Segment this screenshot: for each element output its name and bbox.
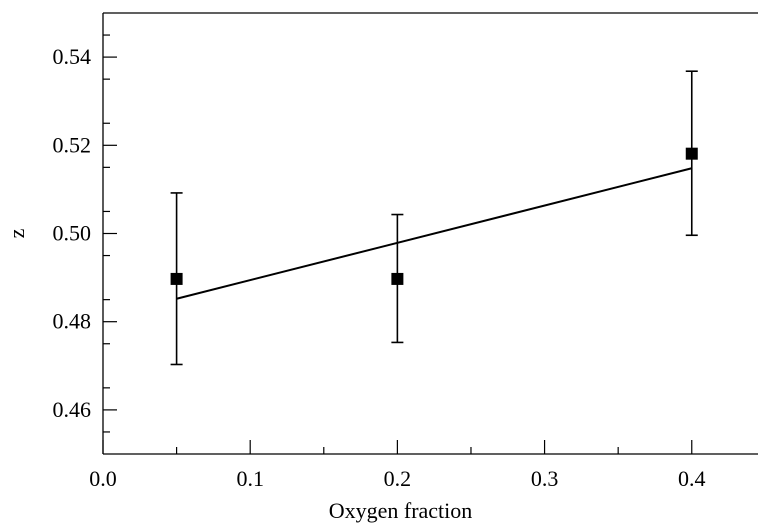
data-point: [685, 147, 698, 160]
y-axis-label: z: [4, 228, 29, 238]
y-tick-label: 0.54: [53, 44, 92, 69]
data-point: [391, 272, 404, 285]
data-points: [170, 147, 698, 285]
y-tick-label: 0.52: [53, 132, 92, 157]
x-tick-label: 0.0: [89, 466, 117, 491]
x-axis-label: Oxygen fraction: [329, 498, 473, 523]
x-tick-label: 0.3: [531, 466, 559, 491]
x-tick-label: 0.2: [384, 466, 412, 491]
y-tick-label: 0.48: [53, 309, 92, 334]
fit-line: [176, 167, 693, 300]
error-bars: [170, 70, 698, 366]
fit-line-group: [176, 167, 693, 300]
x-tick-label: 0.4: [678, 466, 706, 491]
minor-ticks: [103, 34, 619, 454]
y-tick-label: 0.46: [53, 397, 92, 422]
y-axis-ticks: 0.46 0.48 0.50 0.52 0.54: [53, 44, 117, 422]
y-tick-label: 0.50: [53, 221, 92, 246]
data-point: [170, 272, 183, 285]
x-axis-ticks: 0.0 0.1 0.2 0.3 0.4: [89, 440, 706, 491]
x-tick-label: 0.1: [236, 466, 264, 491]
